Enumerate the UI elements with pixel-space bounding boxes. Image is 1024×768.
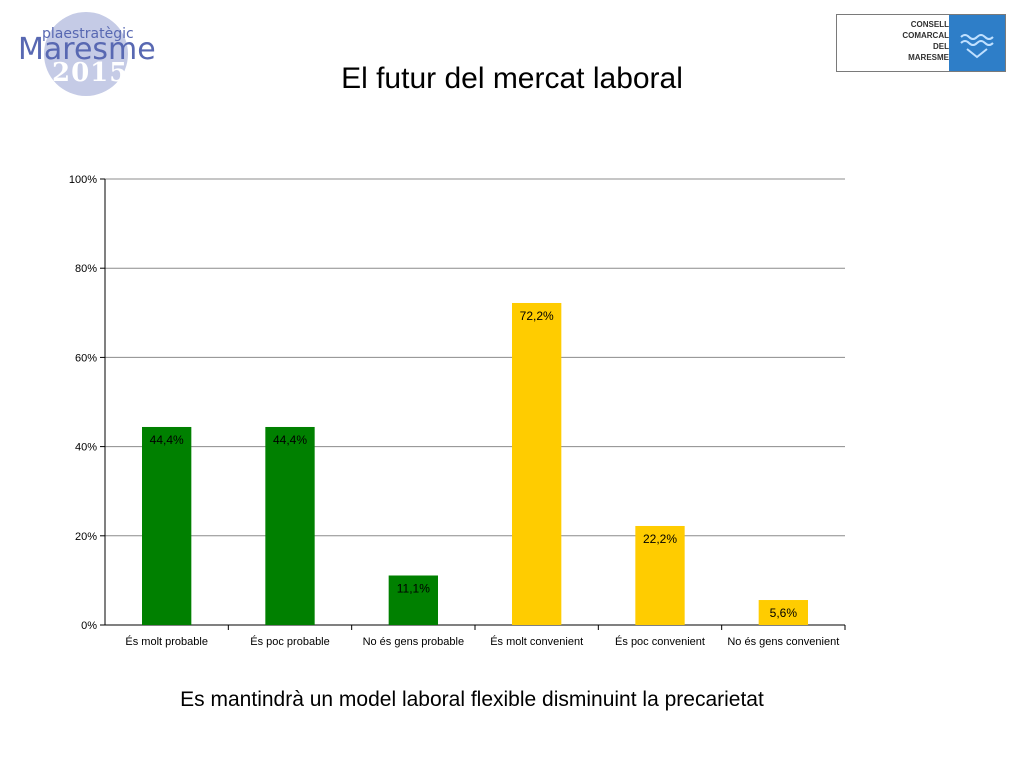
- y-tick-label: 40%: [75, 442, 97, 454]
- bar: [265, 426, 315, 625]
- logo-consell-comarcal: CONSELL COMARCAL DEL MARESME: [836, 14, 1006, 72]
- data-label: 5,6%: [770, 606, 798, 620]
- wave-emblem-icon: [949, 15, 1005, 71]
- logo-plaestrategic: 2015 Maresme plaestratègic: [14, 10, 156, 96]
- logo-brand: Maresme: [18, 32, 156, 67]
- x-tick-label: No és gens convenient: [727, 636, 839, 648]
- bar: [388, 575, 438, 625]
- y-tick-label: 20%: [75, 531, 97, 543]
- data-label: 22,2%: [643, 532, 677, 546]
- bar: [142, 426, 192, 625]
- data-label: 44,4%: [273, 433, 307, 447]
- bar: [512, 302, 562, 625]
- data-label: 11,1%: [397, 581, 430, 595]
- logo-line: MARESME: [908, 53, 949, 62]
- logo-line: COMARCAL: [902, 31, 949, 40]
- logo-line: CONSELL: [910, 20, 949, 29]
- data-label: 44,4%: [150, 433, 184, 447]
- x-tick-label: No és gens probable: [363, 636, 465, 648]
- logo-consell-text: CONSELL COMARCAL DEL MARESME: [837, 19, 949, 63]
- y-tick-label: 80%: [75, 263, 97, 275]
- bar: [635, 525, 685, 625]
- y-tick-label: 0%: [81, 620, 97, 632]
- logo-subtitle: plaestratègic: [42, 26, 134, 42]
- y-tick-label: 100%: [69, 174, 97, 186]
- x-tick-label: És poc convenient: [615, 635, 705, 648]
- logo-year: 2015: [52, 58, 129, 88]
- x-tick-label: És molt probable: [125, 635, 208, 648]
- x-tick-label: És molt convenient: [490, 635, 583, 648]
- bar: [758, 600, 808, 625]
- logo-line: DEL: [933, 42, 949, 51]
- y-tick-label: 60%: [75, 352, 97, 364]
- data-label: 72,2%: [520, 309, 554, 323]
- page-title: El futur del mercat laboral: [341, 62, 683, 95]
- x-tick-label: És poc probable: [250, 635, 330, 648]
- logo-circle: [44, 12, 128, 96]
- chart-caption: Es mantindrà un model laboral flexible d…: [180, 688, 764, 711]
